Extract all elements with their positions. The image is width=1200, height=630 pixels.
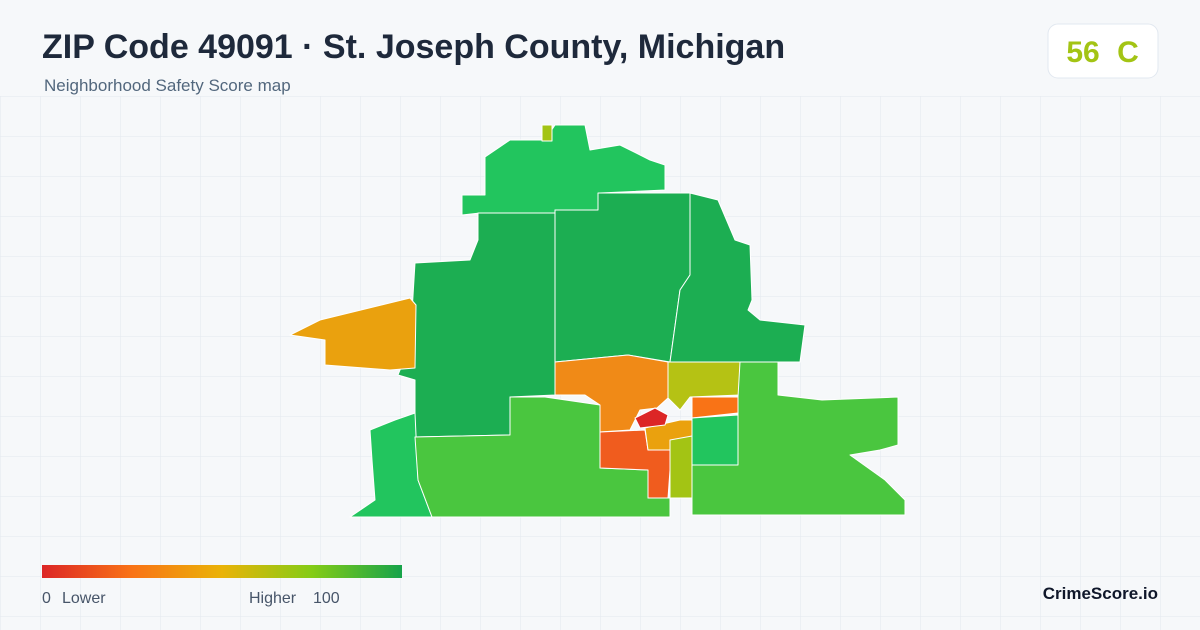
region [691,361,906,516]
region [554,192,691,363]
region [554,354,669,433]
subtitle: Neighborhood Safety Score map [44,76,291,95]
legend-scale [42,565,402,578]
region [669,192,806,363]
grade: C [1117,36,1139,69]
region [541,124,553,142]
legend-max-label: Higher [249,590,297,607]
region [289,297,417,371]
region [691,414,739,466]
map [289,124,906,518]
legend-min-label: Lower [62,590,106,607]
score-badge [1047,23,1159,79]
legend-min: 0 [42,590,51,607]
region [669,435,693,499]
region [461,124,666,216]
region [634,407,669,429]
brand: CrimeScore.io [1043,584,1158,603]
title: ZIP Code 49091 · St. Joseph County, Mich… [42,28,785,66]
score: 56 [1066,36,1099,69]
legend-max: 100 [313,590,340,607]
